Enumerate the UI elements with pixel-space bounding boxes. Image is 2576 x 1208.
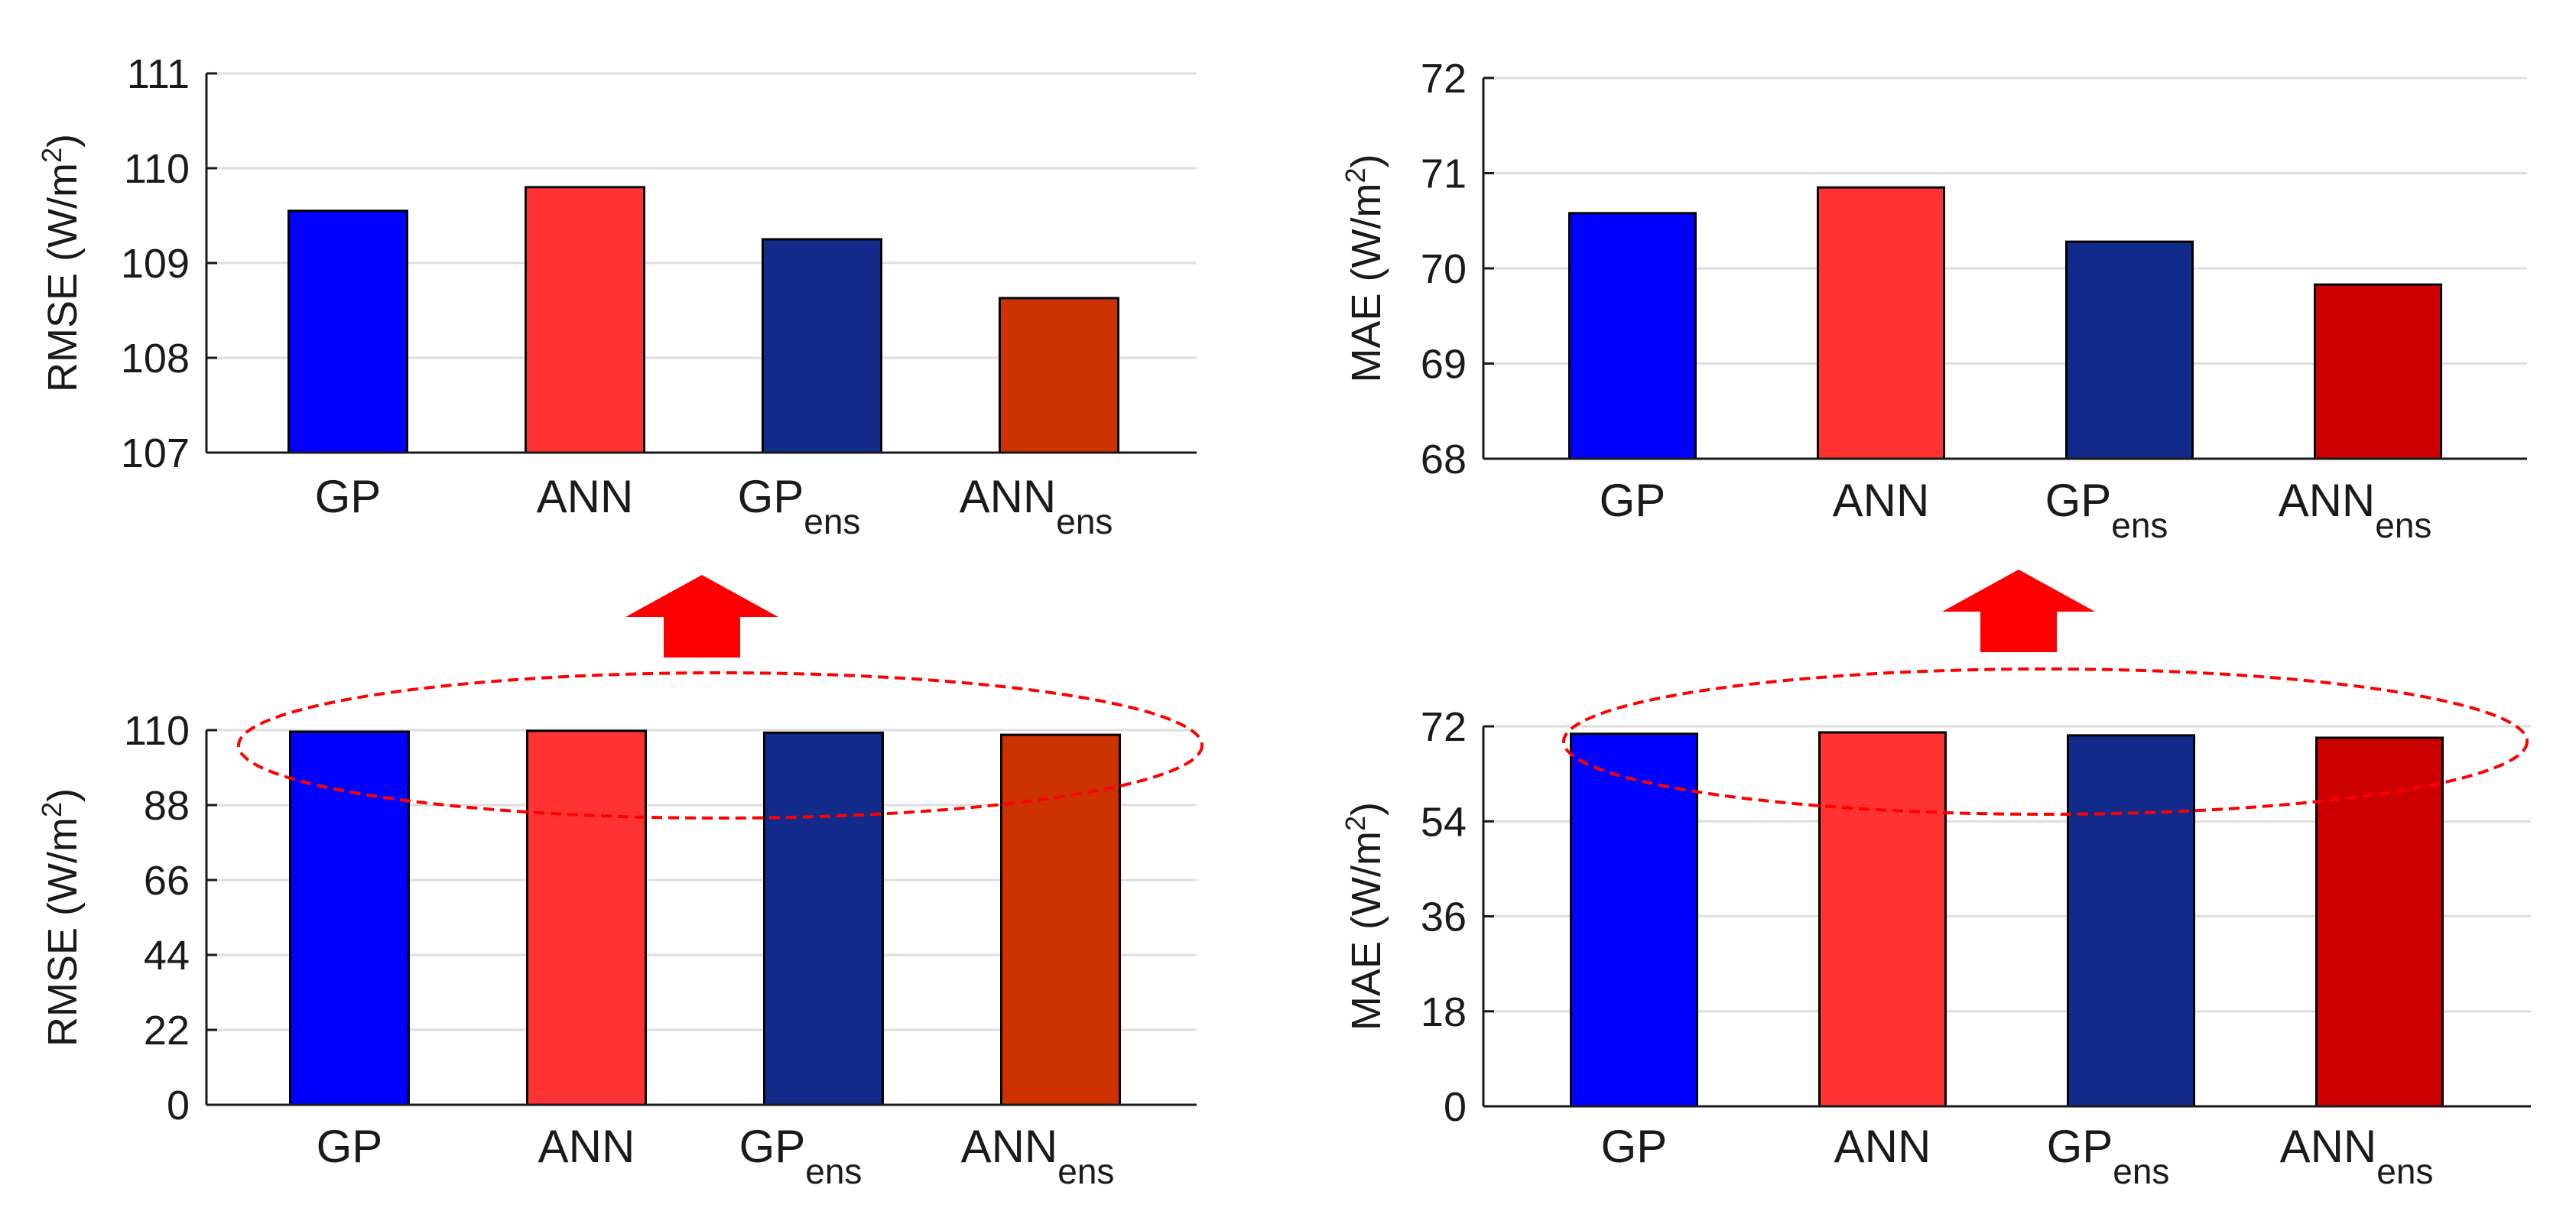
category-label: ANN [538, 1121, 635, 1172]
bar-gp [1568, 212, 1697, 460]
category-label: ANN [1833, 475, 1930, 526]
y-tick-label: 18 [1421, 989, 1467, 1035]
category-label: GP [315, 471, 382, 522]
category-label: ANNens [960, 471, 1113, 541]
category-label: ANN [1834, 1121, 1931, 1172]
y-tick-label: 88 [144, 783, 190, 829]
bar-gp [289, 730, 410, 1106]
y-tick-label: 107 [121, 430, 190, 476]
y-tick-label: 111 [127, 51, 190, 97]
category-label: GPens [2047, 1121, 2170, 1191]
bar-ann [526, 729, 647, 1106]
bar-ann [1818, 731, 1947, 1108]
category-label: GP [317, 1121, 383, 1172]
y-tick-label: 0 [167, 1083, 190, 1128]
y-axis-label: MAE (W/m2) [1340, 154, 1389, 383]
bar-ann-ens [999, 297, 1119, 454]
category-label: GP [1600, 475, 1666, 526]
zoom-arrow-right [1942, 570, 2095, 652]
y-tick-label: 108 [121, 336, 190, 382]
highlight-ellipse-left [237, 671, 1204, 820]
y-axis-label: MAE (W/m2) [1340, 802, 1389, 1031]
rmse-zoomed-panel: 107 108 109 110 111 GP ANN GPens ANNens RMSE (W/m… [36, 51, 1197, 541]
y-tick-label: 44 [144, 933, 190, 979]
bar-ann [525, 186, 645, 454]
category-label: ANN [537, 471, 634, 522]
bar-ann-ens [1000, 733, 1121, 1106]
zoom-arrow-left [625, 575, 778, 658]
y-tick-label: 72 [1421, 704, 1467, 750]
category-label: GPens [739, 1121, 862, 1191]
bar-gp-ens [2067, 734, 2195, 1108]
mae-full-panel: 0 18 36 54 72 GP ANN GPens ANNens MAE (W/m2) [1340, 704, 2531, 1191]
category-label: ANNens [961, 1121, 1115, 1191]
mae-zoomed-panel: 68 69 70 71 72 GP ANN GPens ANNens MAE (W/m2) [1340, 56, 2527, 545]
rmse-full-panel: 0 22 44 66 88 110 GP ANN GPens ANNens RMSE (W/m2) [36, 708, 1197, 1191]
y-tick-label: 68 [1421, 437, 1467, 482]
y-tick-label: 70 [1421, 246, 1467, 292]
category-label: GPens [2045, 475, 2168, 545]
y-axis-label: RMSE (W/m2) [36, 788, 86, 1047]
bar-gp [1570, 732, 1698, 1108]
bar-ann-ens [2314, 283, 2442, 460]
y-tick-label: 0 [1444, 1084, 1467, 1130]
category-label: GPens [738, 471, 861, 541]
y-tick-label: 110 [124, 708, 190, 754]
y-tick-label: 110 [124, 146, 190, 192]
y-tick-label: 109 [121, 241, 190, 287]
category-label: ANNens [2279, 475, 2432, 545]
y-tick-label: 69 [1421, 342, 1467, 388]
y-axis-label: RMSE (W/m2) [36, 134, 86, 392]
bar-gp-ens [763, 731, 884, 1106]
highlight-ellipse-right [1562, 667, 2529, 816]
bar-gp [287, 209, 408, 454]
y-tick-label: 72 [1421, 56, 1467, 102]
y-tick-label: 71 [1421, 151, 1467, 197]
category-label: ANNens [2280, 1121, 2434, 1191]
y-tick-label: 66 [144, 858, 190, 904]
y-tick-label: 54 [1421, 799, 1467, 845]
bar-gp-ens [762, 238, 882, 454]
bar-ann [1817, 186, 1945, 460]
bar-gp-ens [2065, 240, 2194, 460]
y-tick-label: 36 [1421, 895, 1467, 940]
category-label: GP [1601, 1121, 1668, 1172]
y-tick-label: 22 [144, 1008, 190, 1054]
